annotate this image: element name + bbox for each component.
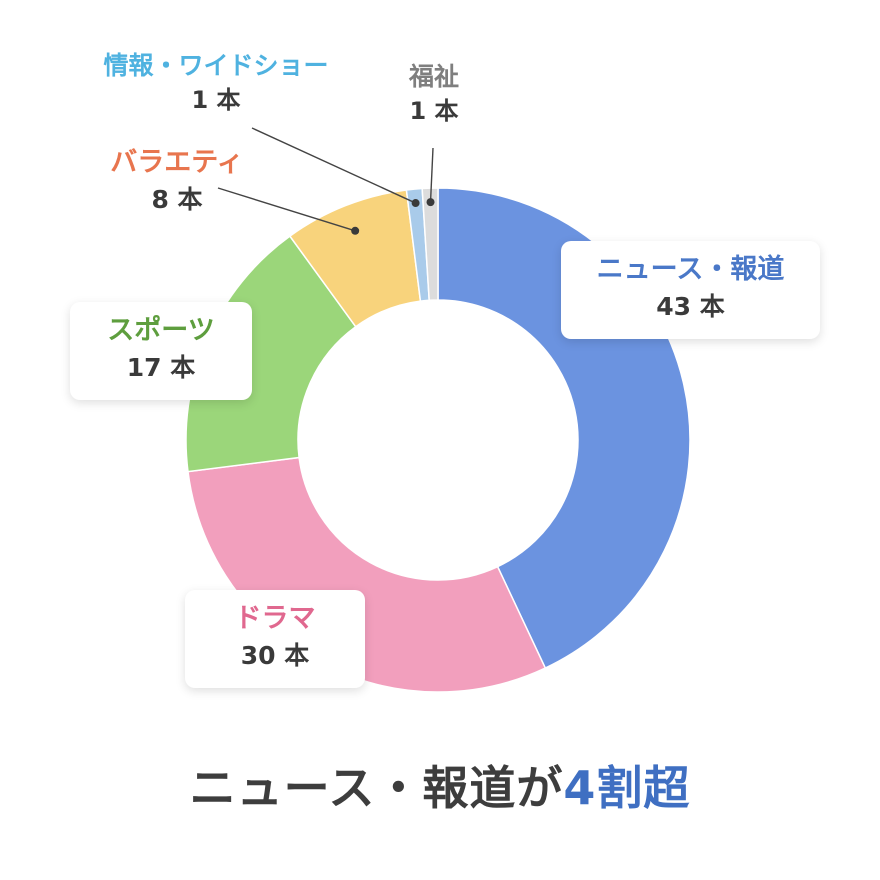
label-sports-count: 17 本 (126, 353, 196, 382)
leader-dot-welfare (426, 198, 435, 207)
label-drama-name: ドラマ (234, 603, 316, 634)
label-drama: ドラマ 30 本 (185, 590, 365, 688)
label-sports: スポーツ 17 本 (70, 302, 252, 400)
label-news-count: 43 本 (656, 292, 725, 321)
leader-dot-variety (351, 226, 360, 235)
label-variety: バラエティ 8 本 (92, 144, 262, 218)
headline: ニュース・報道が4割超 (0, 752, 880, 818)
headline-main: ニュース・報道が (189, 761, 564, 815)
slice-welfare (421, 187, 439, 302)
label-welfare-name: 福祉 (408, 62, 459, 91)
leader-line-info-wideshow (251, 127, 416, 204)
headline-accent: 4割超 (563, 761, 691, 815)
label-info-wideshow-count: 1 本 (191, 86, 241, 114)
leader-dot-info-wideshow (411, 199, 420, 208)
label-news: ニュース・報道 43 本 (561, 241, 820, 339)
label-info-wideshow-name: 情報・ワイドショー (103, 51, 329, 80)
leader-line-welfare (429, 147, 434, 203)
label-info-wideshow: 情報・ワイドショー 1 本 (66, 49, 366, 117)
label-variety-count: 8 本 (151, 185, 203, 214)
label-welfare-count: 1 本 (409, 97, 459, 125)
label-news-name: ニュース・報道 (596, 254, 785, 285)
label-drama-count: 30 本 (240, 641, 310, 670)
leader-line-variety (217, 187, 356, 232)
label-welfare: 福祉 1 本 (384, 60, 484, 128)
label-variety-name: バラエティ (110, 147, 244, 178)
label-sports-name: スポーツ (107, 315, 215, 346)
